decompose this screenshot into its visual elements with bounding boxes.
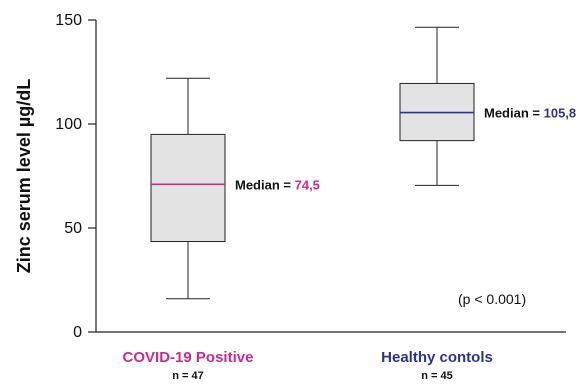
y-ticks-group: 0 50 100 150 bbox=[55, 12, 96, 341]
y-tick-label: 150 bbox=[55, 12, 82, 29]
box-group-2: Median = 105,8 Healthy contols n = 45 bbox=[381, 26, 576, 382]
p-value-annotation: (p < 0.001) bbox=[458, 291, 526, 307]
y-tick-label: 100 bbox=[55, 116, 82, 133]
y-tick-label: 50 bbox=[64, 220, 82, 237]
sample-size-label: n = 45 bbox=[421, 370, 453, 382]
median-value: 105,8 bbox=[544, 106, 577, 121]
median-value: 74,5 bbox=[295, 177, 320, 192]
category-label: COVID-19 Positive bbox=[123, 349, 254, 366]
sample-size-label: n = 47 bbox=[172, 370, 204, 382]
box-group-1: Median = 74,5 COVID-19 Positive n = 47 bbox=[123, 77, 320, 382]
category-label: Healthy contols bbox=[381, 349, 493, 366]
y-axis-title: Zinc serum level µg/dL bbox=[14, 79, 34, 273]
median-label: Median = 105,8 bbox=[484, 106, 576, 121]
median-label: Median = 74,5 bbox=[235, 177, 320, 192]
iqr-box bbox=[150, 133, 226, 243]
y-tick-label: 0 bbox=[73, 324, 82, 341]
